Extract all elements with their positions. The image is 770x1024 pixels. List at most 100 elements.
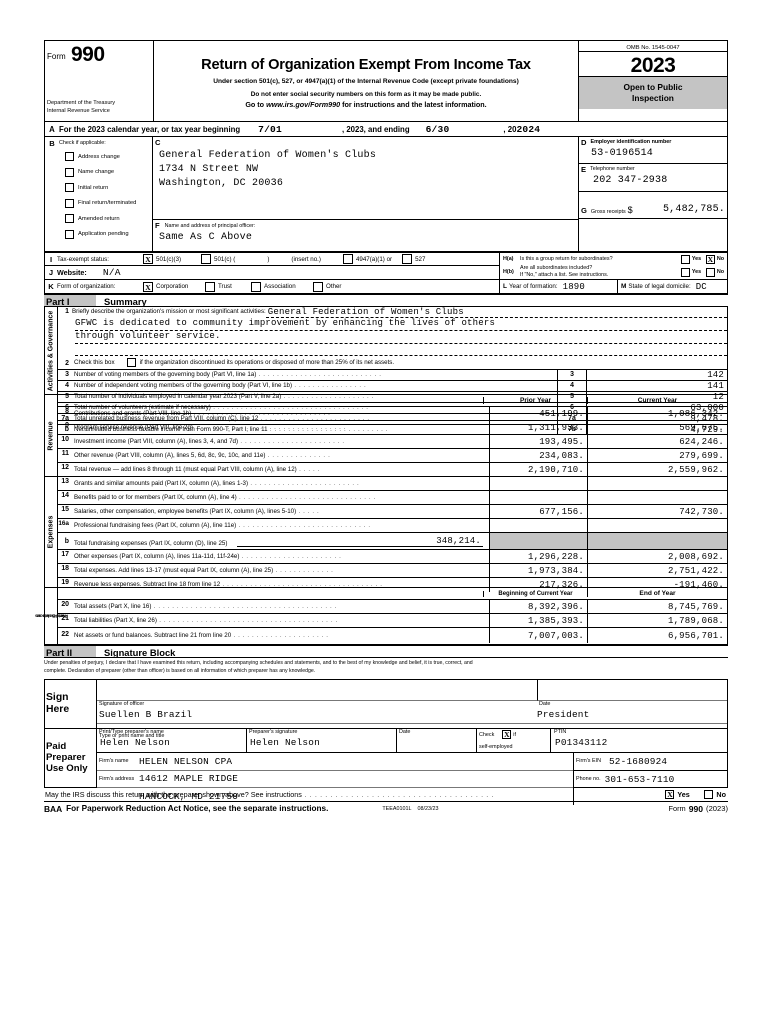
line-11-prior-year-value[interactable]: 234,083. [489,449,587,462]
checkbox-address-change[interactable]: Address change [45,149,152,165]
line-10-prior-year-value[interactable]: 193,495. [489,435,587,448]
line-12-prior-year-value[interactable]: 2,190,710. [489,463,587,477]
preparer-name-value[interactable]: Helen Nelson [100,736,170,748]
tax-year-end-year-value[interactable]: 2024 [516,123,541,135]
line-17-current-year-value[interactable]: 2,008,692. [587,550,727,563]
self-employed-checkbox[interactable]: X [502,730,512,740]
org-association-checkbox[interactable] [251,281,261,292]
irs-discuss-yes-checkbox[interactable]: X [665,789,675,799]
org-trust-checkbox[interactable] [205,281,215,292]
line-19-prior-year-value[interactable]: 217,326. [489,578,587,592]
mission-line-3[interactable]: through volunteer service. [75,331,727,344]
line-9-current-year-value[interactable]: 569,675. [587,421,727,434]
total-fundraising-expenses-value[interactable]: 348,214. [237,536,483,547]
state-of-domicile-value[interactable]: DC [695,281,707,292]
line-8-current-year-value[interactable]: 1,086,342. [587,407,727,420]
org-address-value[interactable]: 1734 N Street NW [159,164,259,175]
irs-url-link[interactable]: www.irs.gov/Form990 [266,100,341,109]
ein-value[interactable]: 53-0196514 [591,148,654,159]
line-14-current-year-value[interactable] [587,491,727,504]
line-19-current-year-value[interactable]: -191,460. [587,578,727,592]
status-4947a1-checkbox[interactable] [342,254,353,264]
line-17-prior-year-value[interactable]: 1,296,228. [489,550,587,563]
checkbox-initial-return[interactable]: Initial return [45,180,152,196]
officer-signature-date-input[interactable] [537,679,727,701]
line-20-desc-text: Total assets (Part X, line 16) [74,603,152,610]
irs-discuss-yes-label: Yes [677,789,690,799]
status-501c3-checkbox[interactable]: X [143,254,153,264]
line-6-value[interactable]: 63,000 [690,403,724,413]
ha-no-checkbox[interactable]: X [705,254,715,264]
line-15-prior-year-value[interactable]: 677,156. [489,505,587,518]
line-13-current-year-value[interactable] [587,477,727,490]
line-20-end-value[interactable]: 8,745,769. [587,600,727,613]
line-11-desc: Other revenue (Part VIII, column (A), li… [72,449,489,462]
checkbox-amended-return[interactable]: Amended return [45,211,152,227]
line-21-end-value[interactable]: 1,789,068. [587,614,727,627]
address-change-checkbox[interactable] [65,152,74,162]
officer-signature-input[interactable] [97,680,537,701]
status-501c-checkbox[interactable] [201,254,211,264]
firm-address-line-2-value[interactable]: HANCOCK, MD 21750 [139,790,239,802]
line-3-value[interactable]: 142 [707,370,724,380]
tax-year-begin-value[interactable]: 7/01 [258,123,282,135]
line-4-value[interactable]: 141 [707,381,724,391]
firm-ein-value[interactable]: 52-1680924 [608,755,668,767]
name-change-checkbox[interactable] [65,167,74,177]
line-18-current-year-value[interactable]: 2,751,422. [587,564,727,577]
line-22-end-value[interactable]: 6,956,701. [587,628,727,643]
line-12-current-year-value[interactable]: 2,559,962. [587,463,727,477]
checkbox-application-pending[interactable]: Application pending [45,227,152,243]
line-14-prior-year-value[interactable] [489,491,587,504]
line-11-current-year-value[interactable]: 279,699. [587,449,727,462]
checkbox-name-change[interactable]: Name change [45,165,152,181]
org-corporation-checkbox[interactable]: X [143,281,153,292]
hb-yes-checkbox[interactable] [680,267,690,277]
phone-number-value[interactable]: 202 347-2938 [593,175,668,186]
ptin-value[interactable]: P01343112 [555,736,608,748]
line-7a-value[interactable]: 9,478. [690,414,724,424]
preparer-phone-value[interactable]: 301-653-7110 [604,773,675,785]
preparer-signature-value[interactable]: Helen Nelson [250,736,320,748]
line-9-prior-year-value[interactable]: 1,311,933. [489,421,587,434]
amended-return-checkbox[interactable] [65,214,74,224]
firm-name-value[interactable]: HELEN NELSON CPA [139,755,233,767]
line-22-beginning-value[interactable]: 7,007,003. [489,628,587,643]
dot-leader: . . . . . [296,508,320,515]
line-18-prior-year-value[interactable]: 1,973,384. [489,564,587,577]
discontinued-operations-checkbox[interactable] [126,358,136,367]
initial-return-checkbox[interactable] [65,183,74,193]
org-city-state-zip-value[interactable]: Washington, DC 20036 [159,178,284,189]
mission-line-1[interactable]: General Federation of Women's Clubs [265,307,727,318]
firm-address-line-1-value[interactable]: 14612 MAPLE RIDGE [139,773,239,785]
hb-no-checkbox[interactable] [705,267,715,277]
tax-year-end-value[interactable]: 6/30 [425,123,450,135]
org-name-value[interactable]: General Federation of Women's Clubs [159,150,377,161]
gross-receipts-value[interactable]: 5,482,785. [662,204,725,215]
principal-officer-value[interactable]: Same As C Above [159,232,253,243]
line-16a-prior-year-value[interactable] [489,519,587,532]
application-pending-checkbox[interactable] [65,229,74,239]
ha-yes-checkbox[interactable] [680,254,690,264]
line-15-current-year-value[interactable]: 742,730. [587,505,727,518]
line-13-prior-year-value[interactable] [489,477,587,490]
irs-discuss-no-checkbox[interactable] [704,789,714,799]
line-16a-current-year-value[interactable] [587,519,727,532]
officer-title-value[interactable]: President [537,708,590,720]
line-8-prior-year-value[interactable]: 451,199. [489,407,587,420]
mission-line-4[interactable] [75,344,727,356]
officer-name-value[interactable]: Suellen B Brazil [99,708,193,720]
status-527-checkbox[interactable] [402,254,413,264]
line-5-value[interactable]: 12 [712,392,724,402]
mission-line-2[interactable]: GFWC is dedicated to community improveme… [75,318,727,331]
part-1-label: Part I [44,295,96,307]
website-value[interactable]: N/A [102,267,121,278]
year-of-formation-value[interactable]: 1890 [562,281,586,292]
checkbox-final-return[interactable]: Final return/terminated [45,196,152,212]
final-return-checkbox[interactable] [65,198,74,208]
line-20-beginning-value[interactable]: 8,392,396. [489,600,587,613]
line-10-current-year-value[interactable]: 624,246. [587,435,727,448]
line-21-beginning-value[interactable]: 1,385,393. [489,614,587,627]
org-other-checkbox[interactable] [313,281,323,292]
line-7b-value[interactable]: 4,729. [690,425,724,435]
